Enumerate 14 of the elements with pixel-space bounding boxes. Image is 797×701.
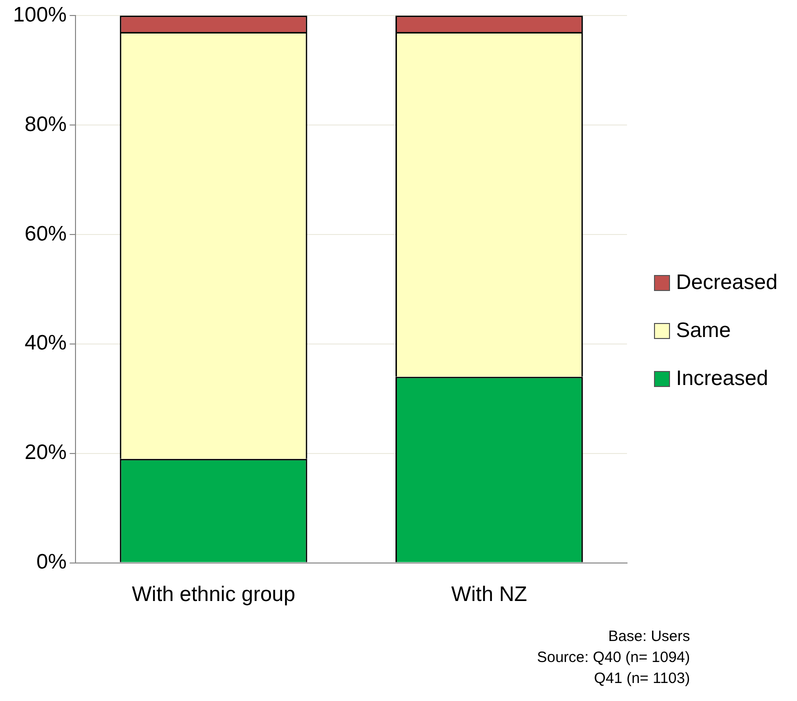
text: Base: Users	[607, 627, 690, 647]
y-tick-label: 20%	[24, 441, 67, 464]
y-tick-label: 0%	[36, 550, 67, 574]
y-tick-label: 100%	[12, 3, 67, 26]
y-tick-label: 80%	[24, 112, 67, 136]
text: Q41 (n= 1103)	[592, 669, 690, 689]
y-tick-label: 60%	[24, 222, 67, 246]
source-note: Source: Q40 (n= 1094)	[536, 648, 690, 668]
x-tick-label: With NZ	[451, 583, 528, 606]
legend-label: Decreased	[676, 271, 778, 295]
x-tick-label: With ethnic group	[132, 583, 296, 606]
y-tick-label: 40%	[24, 332, 67, 355]
text: Same	[676, 319, 731, 343]
legend-label: Increased	[676, 367, 768, 391]
